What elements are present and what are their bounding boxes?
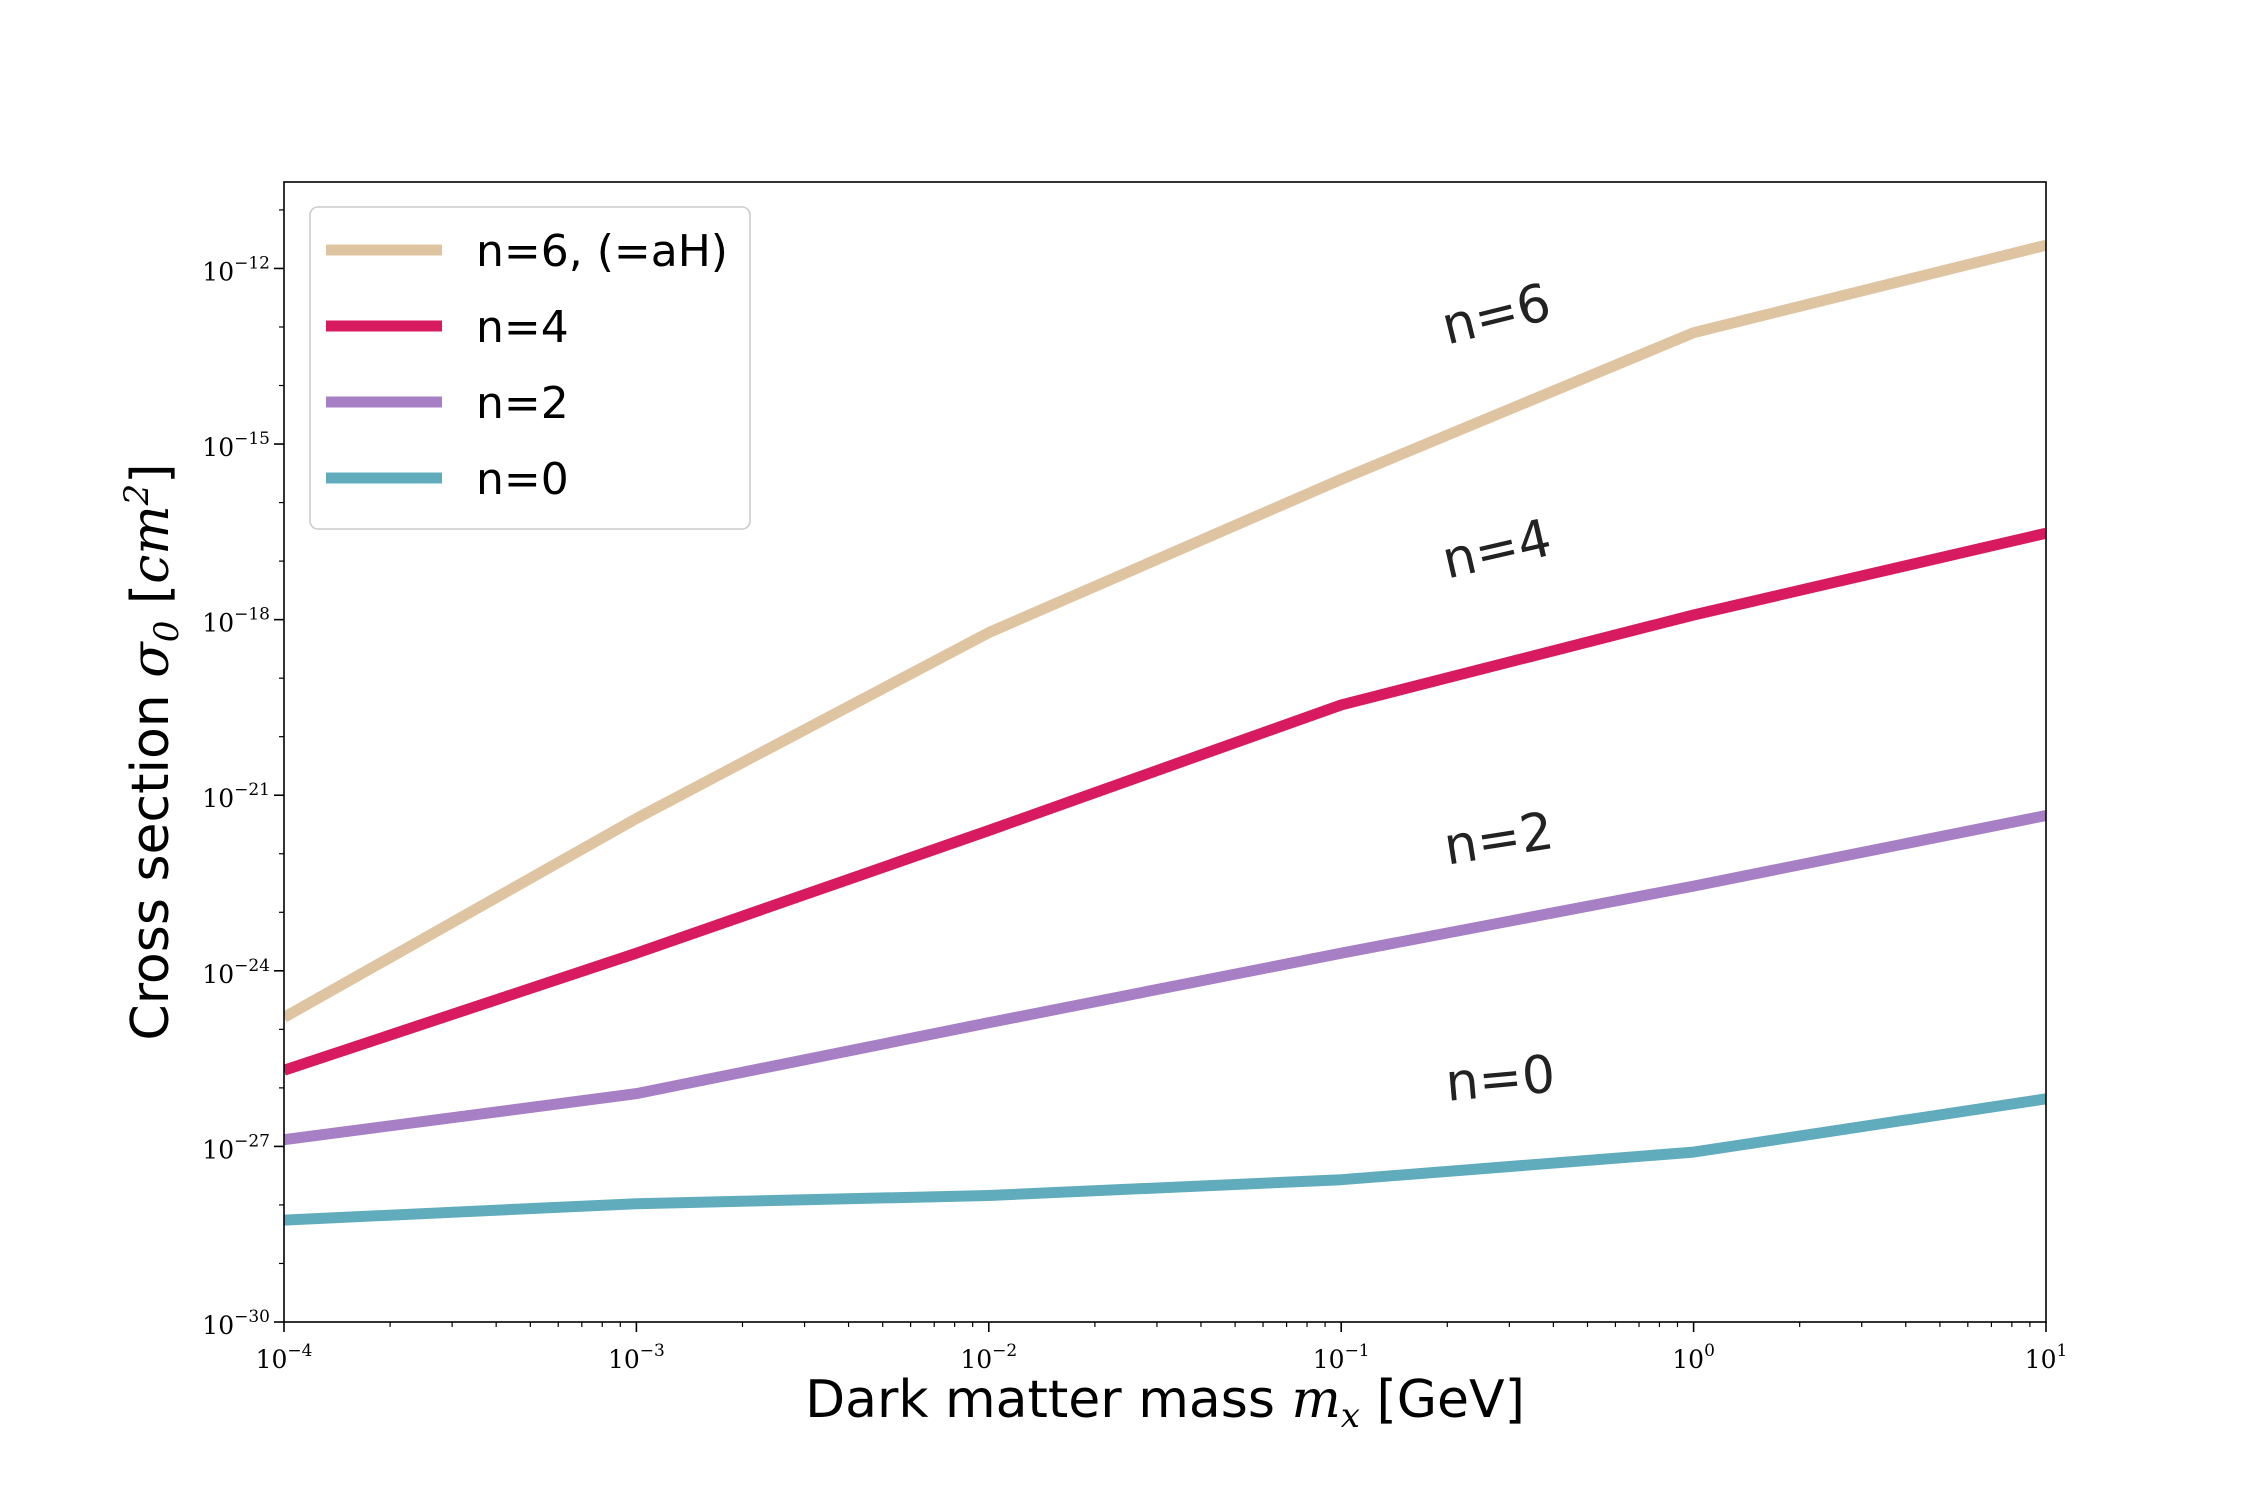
series-layer — [284, 239, 2046, 1226]
y-tick-label: 10−24 — [202, 956, 270, 989]
y-tick-label: 10−21 — [202, 780, 270, 813]
x-tick-label: 10−3 — [608, 1341, 665, 1374]
x-tick-label: 10−1 — [1313, 1341, 1370, 1374]
legend: n=6, (=aH) n=4 n=2 n=0 — [309, 206, 751, 530]
series-line-n-6 — [284, 239, 2046, 1023]
axis-labels: Dark matter mass mx [GeV] Cross section σ… — [117, 463, 1525, 1436]
x-tick-label: 101 — [2025, 1341, 2068, 1374]
series-line-n-2 — [284, 810, 2046, 1146]
legend-label: n=0 — [476, 454, 569, 505]
axes-layer: 10−4 10−3 10−2 10−1 100 101 10−12 10−15 10−18 10−… — [202, 181, 2068, 1374]
legend-label: n=4 — [476, 302, 569, 353]
legend-label: n=6, (=aH) — [476, 226, 728, 277]
x-tick-label: 10−2 — [960, 1341, 1017, 1374]
series-line-n-0 — [284, 1093, 2046, 1226]
series-line-n-4 — [284, 527, 2046, 1076]
x-axis-title: Dark matter mass mx [GeV] — [805, 1370, 1525, 1436]
series-annotation: n=0 — [1443, 1044, 1557, 1113]
y-tick-label: 10−18 — [202, 605, 270, 638]
y-tick-label: 10−12 — [202, 253, 270, 286]
legend-box — [309, 206, 751, 530]
plot-frame — [283, 181, 2047, 1323]
legend-label: n=2 — [476, 378, 569, 429]
y-tick-label: 10−15 — [202, 429, 270, 462]
y-tick-label: 10−27 — [202, 1131, 270, 1164]
y-axis-title: Cross section σ0 [cm2] — [117, 463, 187, 1040]
series-annotation: n=6 — [1436, 272, 1557, 357]
series-annotation: n=2 — [1440, 801, 1558, 877]
y-tick-label: 10−30 — [202, 1307, 270, 1340]
series-annotation: n=4 — [1437, 508, 1557, 591]
x-tick-label: 10−4 — [256, 1341, 313, 1374]
x-tick-label: 100 — [1672, 1341, 1715, 1374]
